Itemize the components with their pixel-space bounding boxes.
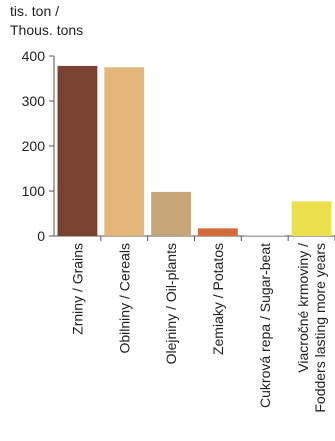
bar xyxy=(198,228,238,236)
bar xyxy=(104,67,145,236)
bars xyxy=(57,65,332,237)
bar xyxy=(291,201,332,236)
y-tick-label: 200 xyxy=(22,138,46,154)
x-tick-label: Olejniny / Oil-plants xyxy=(163,243,179,364)
y-axis-label-line-2: Thous. tons xyxy=(10,22,83,38)
y-ticks: 0 100 200 300 400 xyxy=(22,48,54,244)
x-tick-label: Cukrová repa / Sugar-beat xyxy=(257,243,273,408)
x-tick-label: Zemiaky / Potatos xyxy=(210,243,226,355)
y-axis-label-line-1: tis. ton / xyxy=(10,3,59,19)
y-tick-label: 0 xyxy=(37,228,45,244)
bar xyxy=(57,65,98,237)
x-tick-label: Fodders lasting more years xyxy=(312,243,328,413)
y-tick-label: 300 xyxy=(22,93,46,109)
y-tick-label: 400 xyxy=(22,48,46,64)
x-tick-label: Zrniny / Grains xyxy=(69,243,85,335)
x-ticks: Zrniny / Grains Obilniny / Cereals Olejnin… xyxy=(69,236,335,413)
x-tick-label: Obilniny / Cereals xyxy=(116,243,132,354)
y-tick-label: 100 xyxy=(22,183,46,199)
bar xyxy=(151,191,191,236)
y-axis-label: tis. ton / Thous. tons xyxy=(10,3,83,38)
x-tick-label: Viacročné krmoviny / xyxy=(295,243,311,373)
